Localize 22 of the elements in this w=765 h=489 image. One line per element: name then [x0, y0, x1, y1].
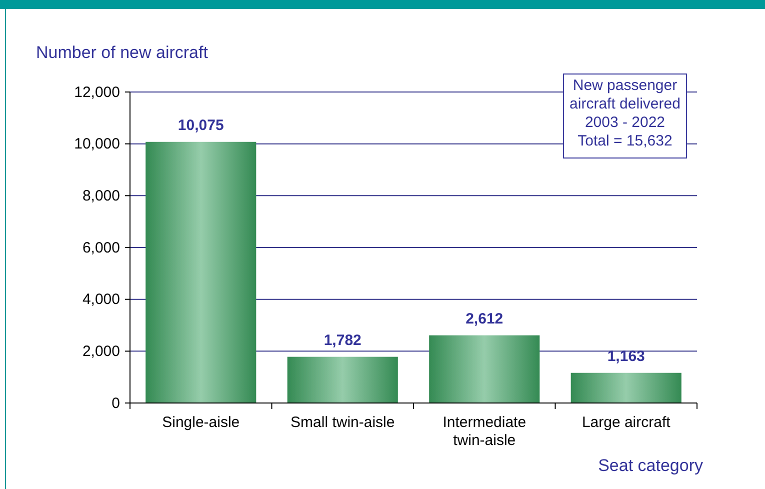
y-tick-label: 4,000: [82, 291, 120, 308]
annotation: New passenger aircraft delivered 2003 - 2022 Total = 15,632: [570, 77, 680, 150]
bar: [146, 142, 256, 403]
bar: [570, 372, 682, 403]
x-tick-label: Single-aisle: [162, 414, 240, 431]
y-tick-label: 6,000: [82, 239, 120, 256]
y-tick-label: 2,000: [82, 342, 120, 360]
data-label: 1,163: [607, 348, 645, 365]
x-tick-label: Small twin-aisle: [290, 414, 395, 431]
y-tick-label: 12,000: [74, 84, 120, 101]
x-tick-label: Intermediate twin-aisle: [442, 414, 526, 449]
data-label: 1,782: [324, 332, 362, 349]
x-axis-title: Seat category: [598, 456, 704, 475]
bar: [429, 335, 540, 403]
y-tick-label: 0: [112, 394, 120, 412]
y-tick-label: 10,000: [74, 136, 120, 153]
x-tick-label: Large aircraft: [582, 414, 672, 431]
data-label: 2,612: [466, 310, 504, 328]
y-tick-label: 8,000: [82, 187, 120, 204]
data-label: 10,075: [178, 116, 224, 134]
bar: [287, 356, 398, 403]
y-axis-title: Number of new aircraft: [36, 43, 208, 62]
